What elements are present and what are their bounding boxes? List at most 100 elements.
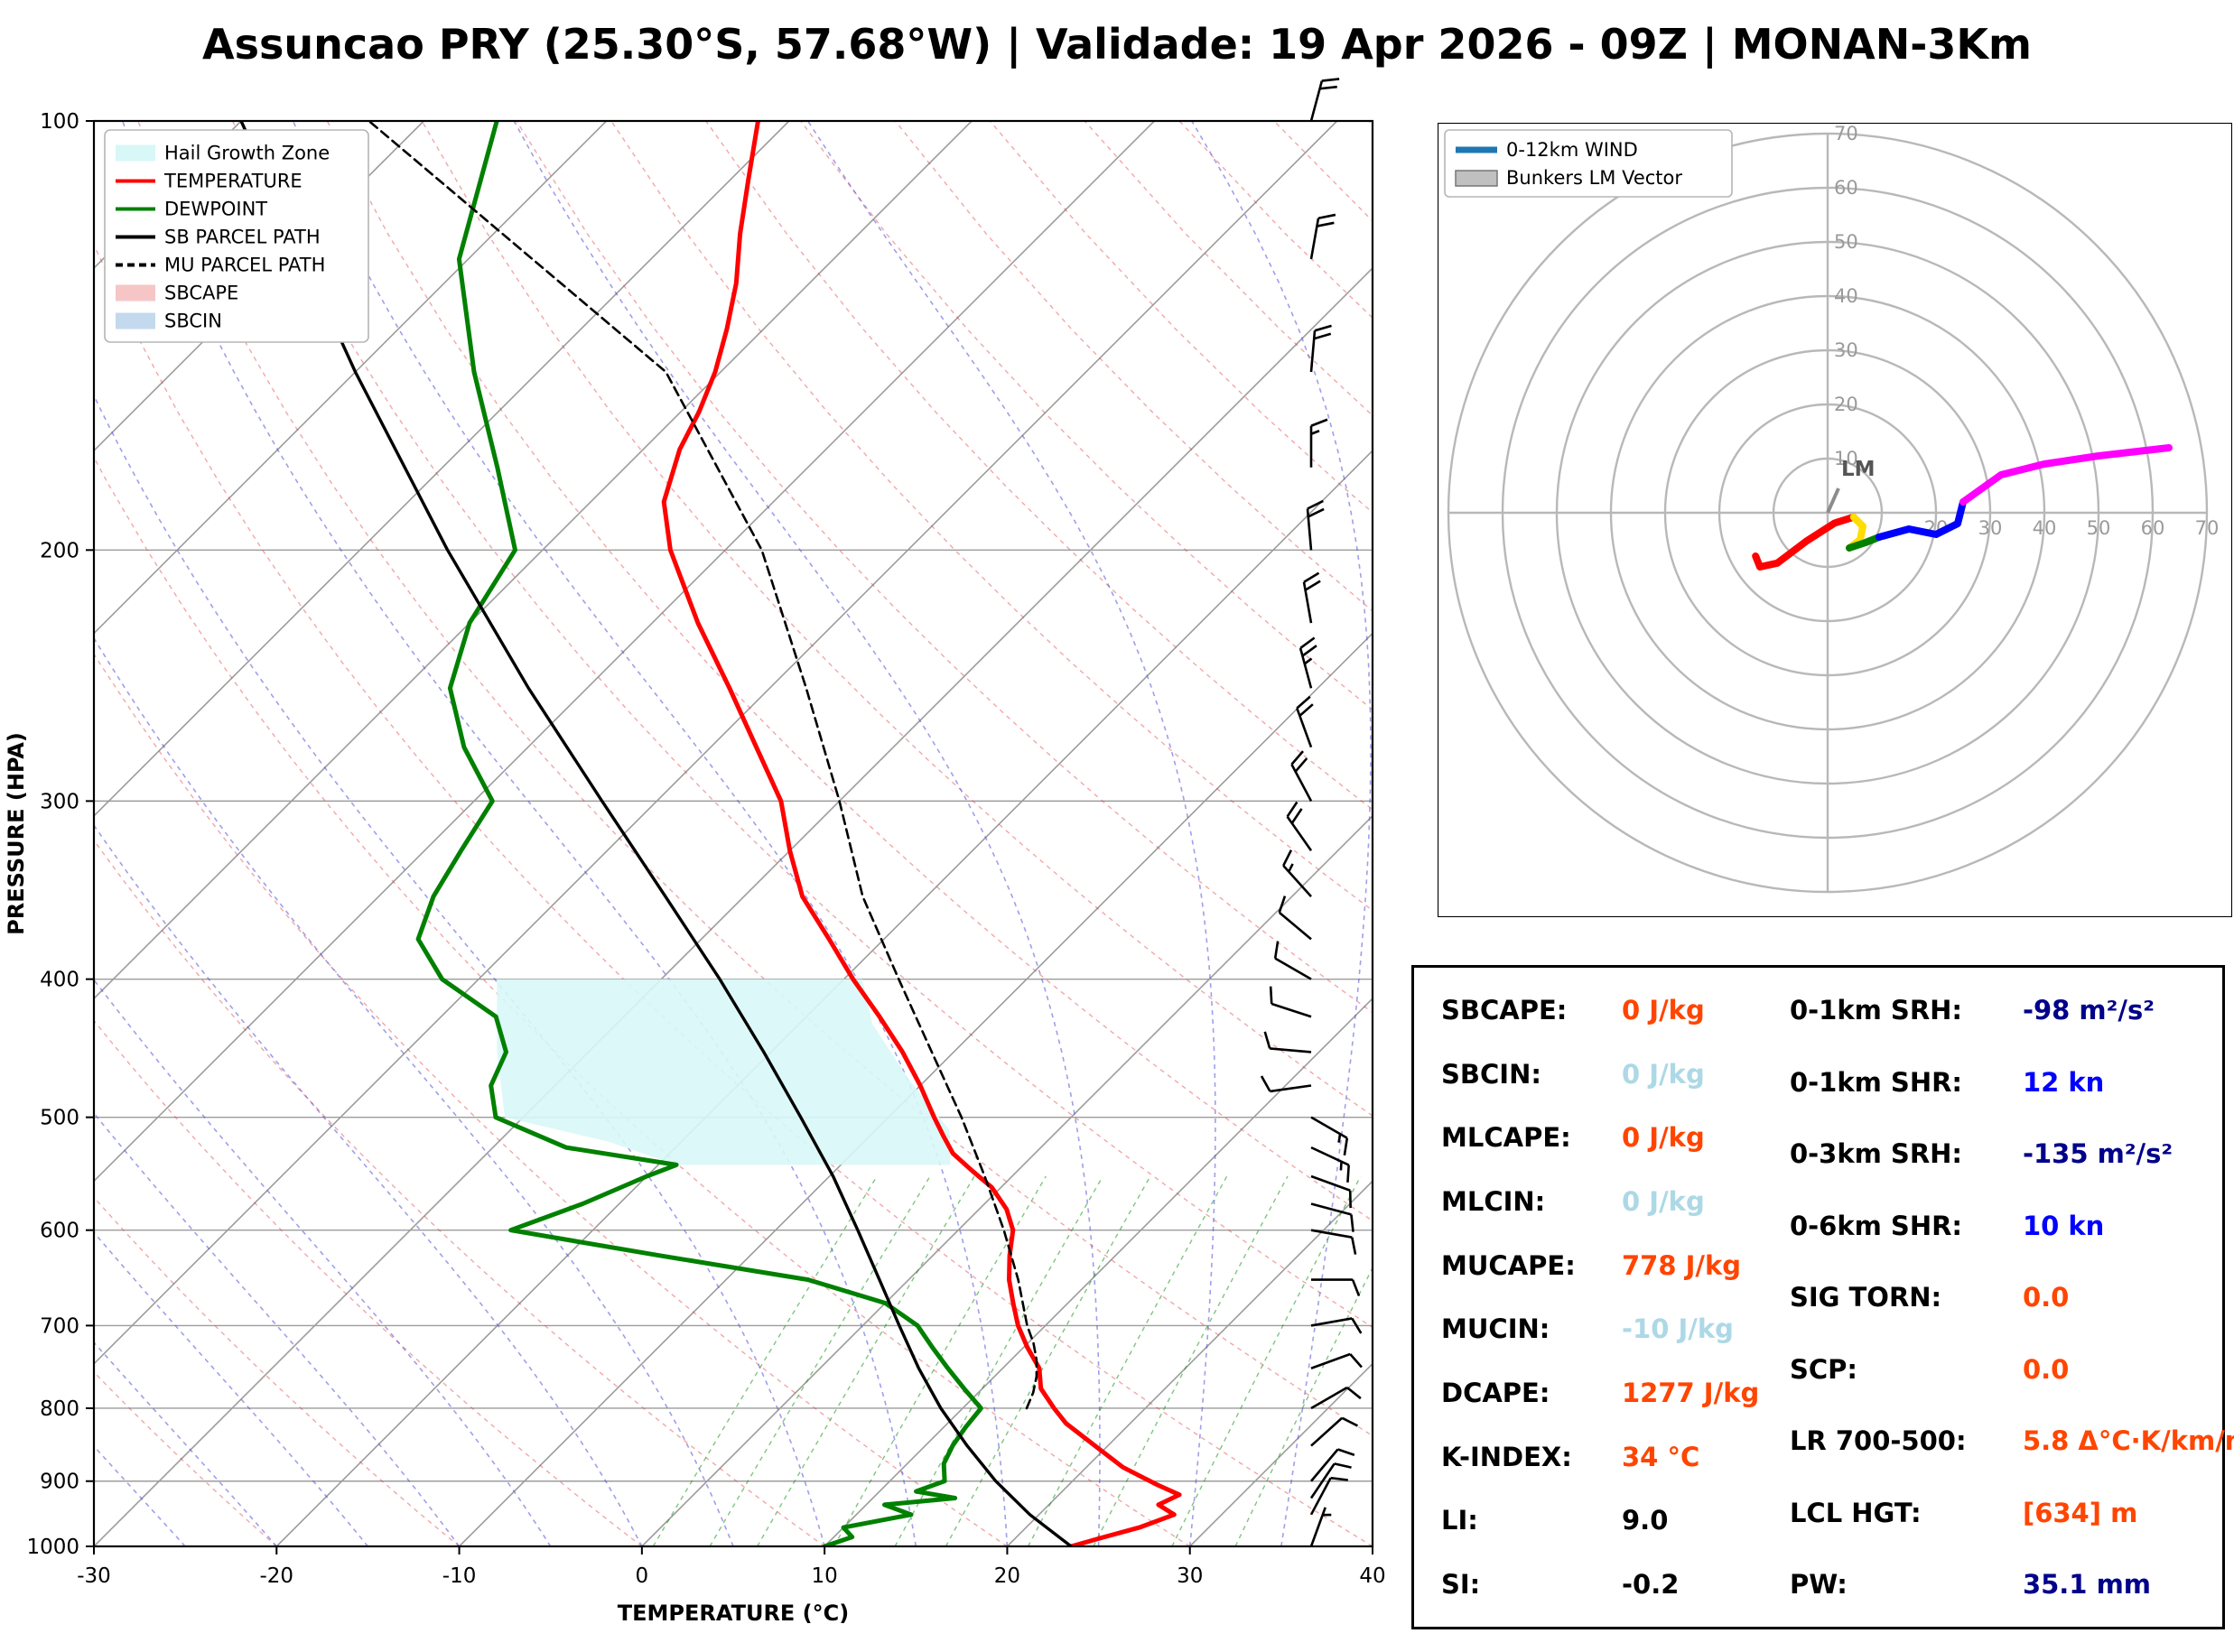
stat-label: LI: [1441, 1505, 1478, 1536]
stat-value: 12 kn [2022, 1066, 2105, 1098]
wind-barb [1290, 750, 1313, 802]
hodograph-trace [1752, 444, 2173, 571]
stat-value: 0 J/kg [1622, 1185, 1705, 1217]
pressure-tick-label: 200 [40, 539, 79, 562]
stat-row-0-3km-srh: 0-3km SRH: -135 m²/s² [1790, 1138, 2234, 1169]
temperature-tick-label: -10 [442, 1564, 477, 1588]
svg-text:20: 20 [1834, 394, 1858, 415]
wind-barb [1282, 849, 1312, 897]
wind-barb [1306, 499, 1325, 551]
temperature-tick-label: 40 [1359, 1564, 1385, 1588]
stat-row-0-1km-srh: 0-1km SRH: -98 m²/s² [1790, 995, 2234, 1026]
legend-label: 0-12km WIND [1506, 139, 1638, 161]
stat-row-dcape: DCAPE: 1277 J/kg [1441, 1378, 1790, 1408]
wind-barb [1311, 1278, 1361, 1297]
isotherm-lines [94, 121, 1373, 1546]
temperature-tick-label: 10 [812, 1564, 838, 1588]
wind-barb [1263, 1031, 1312, 1053]
stat-label: PW: [1789, 1569, 1848, 1600]
legend-swatch [116, 144, 155, 162]
stat-value: 10 kn [2022, 1210, 2105, 1241]
stat-row-k-index: K-INDEX: 34 °C [1441, 1442, 1790, 1472]
stat-row-0-1km-shr: 0-1km SHR: 12 kn [1790, 1067, 2234, 1098]
dewpoint-curve [415, 121, 983, 1546]
stat-label: 0-3km SRH: [1789, 1138, 1963, 1169]
stat-value: 778 J/kg [1622, 1249, 1742, 1281]
stat-label: 0-1km SRH: [1789, 995, 1963, 1026]
stat-value: [634] m [2022, 1497, 2138, 1528]
temperature-axis: -30 -20 -10 0 10 20 30 40 [77, 1546, 1386, 1588]
hodograph-segment [1752, 513, 1857, 571]
svg-text:50: 50 [2087, 517, 2111, 539]
stat-label: 0-6km SHR: [1789, 1210, 1963, 1241]
hodograph-rings [1447, 132, 2209, 894]
stat-value: 0 J/kg [1622, 1122, 1705, 1154]
wind-barbs [1260, 78, 1363, 1547]
stat-value: 0 J/kg [1622, 995, 1705, 1026]
wind-barb [1309, 1462, 1352, 1499]
svg-text:40: 40 [2033, 517, 2057, 539]
svg-text:60: 60 [2141, 517, 2165, 539]
stat-row-0-6km-shr: 0-6km SHR: 10 kn [1790, 1211, 2234, 1241]
stat-label: SI: [1441, 1568, 1481, 1600]
stat-label: SBCIN: [1441, 1058, 1541, 1090]
pressure-axis: 100 200 300 400 500 600 700 800 900 1000 [26, 110, 94, 1559]
wind-barb [1310, 1386, 1362, 1410]
svg-text:70: 70 [2195, 517, 2220, 539]
skewt-legend: Hail Growth Zone TEMPERATURE DEWPOINT SB PA… [104, 129, 369, 343]
legend-swatch [116, 312, 155, 329]
stat-label: MUCAPE: [1441, 1249, 1576, 1281]
stat-row-si: SI: -0.2 [1441, 1569, 1790, 1600]
wind-barb [1278, 896, 1312, 941]
pressure-tick-label: 500 [40, 1107, 79, 1130]
wind-barb [1296, 695, 1314, 748]
temperature-tick-label: 30 [1177, 1564, 1203, 1588]
temperature-tick-label: -30 [77, 1564, 111, 1588]
stat-row-mucape: MUCAPE: 778 J/kg [1441, 1250, 1790, 1281]
stats-panel: SBCAPE: 0 J/kg SBCIN: 0 J/kg MLCAPE: 0 J/kg ML… [1411, 965, 2234, 1629]
temperature-tick-label: 20 [994, 1564, 1020, 1588]
legend-label: SB PARCEL PATH [164, 227, 321, 248]
stat-label: 0-1km SHR: [1789, 1066, 1963, 1098]
stat-row-li: LI: 9.0 [1441, 1505, 1790, 1536]
wind-barb [1310, 1116, 1349, 1155]
stats-column-left: SBCAPE: 0 J/kg SBCIN: 0 J/kg MLCAPE: 0 J/kg ML… [1441, 995, 1790, 1600]
stat-label: DCAPE: [1441, 1377, 1550, 1408]
wind-barb [1302, 571, 1321, 624]
temperature-tick-label: -20 [259, 1564, 293, 1588]
stat-value: -0.2 [1622, 1568, 1680, 1600]
stat-label: SCP: [1789, 1353, 1857, 1385]
legend-swatch [116, 284, 155, 302]
hodograph-segment [1876, 498, 1967, 541]
page-title: Assuncao PRY (25.30°S, 57.68°W) | Valida… [202, 20, 2032, 69]
stat-row-lr-700-500: LR 700-500: 5.8 Δ°C·K/km/m [1790, 1425, 2234, 1456]
stat-row-sig-torn: SIG TORN: 0.0 [1790, 1282, 2234, 1313]
stat-label: K-INDEX: [1441, 1441, 1572, 1472]
hodograph-segment [1846, 534, 1883, 552]
wind-barb [1309, 418, 1328, 468]
wind-barb [1260, 1075, 1312, 1093]
wind-barb [1309, 1476, 1348, 1516]
stat-label: MUCIN: [1441, 1313, 1550, 1345]
pressure-tick-label: 700 [40, 1314, 79, 1338]
stat-value: 5.8 Δ°C·K/km/m [2022, 1425, 2234, 1456]
wind-barb [1309, 78, 1340, 122]
legend-label: SBCAPE [164, 283, 238, 304]
stat-value: -10 J/kg [1622, 1313, 1734, 1345]
moist-adiabats [94, 121, 1373, 1546]
temperature-tick-label: 0 [636, 1564, 649, 1588]
svg-text:60: 60 [1834, 177, 1858, 199]
lm-label: LM [1841, 458, 1876, 481]
hodograph-segment [1959, 444, 2173, 506]
stat-value: 0.0 [2022, 1353, 2070, 1385]
stat-label: SBCAPE: [1441, 995, 1568, 1026]
y-axis-title: PRESSURE (HPA) [4, 732, 29, 935]
bunkers-lm-vector [1826, 487, 1840, 514]
wind-barb [1310, 1352, 1363, 1369]
legend-label: TEMPERATURE [163, 171, 303, 192]
legend-label: MU PARCEL PATH [164, 255, 325, 276]
stat-value: 34 °C [1622, 1441, 1700, 1472]
svg-text:10: 10 [1834, 448, 1858, 469]
